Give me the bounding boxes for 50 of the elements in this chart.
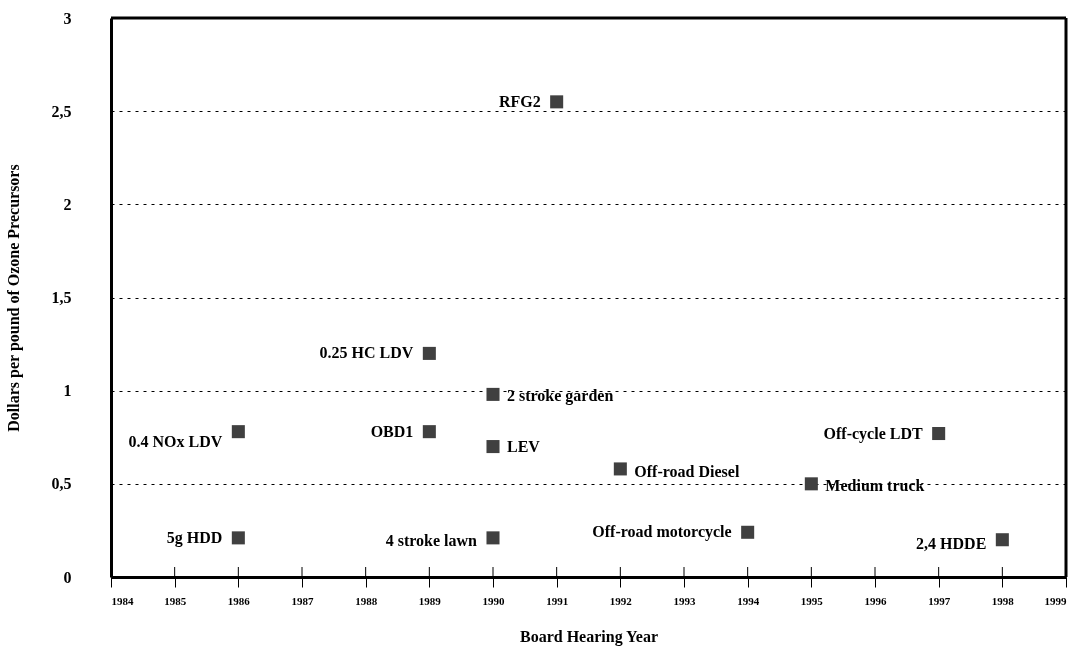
x-tick-label: 1997 [928, 594, 951, 607]
y-tick-label: 1,5 [51, 289, 72, 306]
x-tick-label: 1998 [991, 594, 1015, 607]
x-tick-label: 1996 [864, 594, 887, 607]
y-tick-label: 1 [63, 382, 72, 400]
y-axis-title: Dollars per pound of Ozone Precursors [4, 164, 23, 432]
x-tick-label: 1992 [609, 594, 633, 607]
y-tick-label: 3 [63, 9, 72, 27]
x-tick-label: 1990 [482, 594, 505, 607]
y-tick-label: 2 [63, 195, 72, 213]
annotation: Off-road Diesel [634, 462, 740, 480]
point [932, 427, 946, 441]
point [422, 346, 436, 360]
x-tick-label: 1987 [291, 594, 314, 607]
x-tick-label: 1993 [673, 594, 696, 607]
annotation: 0.25 HC LDV [319, 344, 414, 362]
y-tick-label: 2,5 [51, 102, 72, 120]
x-tick-label: 1985 [164, 594, 187, 607]
annotation: 4 stroke lawn [385, 531, 478, 549]
point [613, 462, 627, 476]
point [804, 477, 818, 491]
x-tick-label: 1988 [355, 594, 378, 607]
point [486, 531, 500, 545]
annotation: 5g HDD [166, 528, 223, 547]
point [486, 387, 500, 401]
annotation: 2,4 HDDE [916, 534, 987, 552]
point [995, 533, 1009, 547]
annotation: OBD1 [370, 422, 414, 440]
x-tick-label: 1999 [1044, 594, 1067, 607]
point [741, 525, 755, 539]
annotation: Medium truck [825, 476, 925, 494]
y-tick-label: 0,5 [51, 475, 72, 493]
annotation: LEV [507, 437, 541, 455]
annotation: RFG2 [498, 92, 541, 110]
y-tick-label: 0 [63, 568, 72, 586]
annotation: Off-cycle LDT [823, 424, 923, 443]
x-tick-label: 1984 [111, 594, 134, 607]
x-axis-title: Board Hearing Year [519, 627, 659, 646]
x-tick-label: 1991 [546, 594, 569, 607]
x-tick-label: 1994 [737, 594, 760, 607]
annotation: 0.4 NOx LDV [128, 432, 223, 450]
point [550, 95, 564, 109]
annotation: Off-road motorcycle [592, 523, 732, 542]
x-tick-label: 1986 [227, 594, 251, 607]
point [231, 425, 245, 439]
point [231, 531, 245, 545]
point [422, 425, 436, 439]
point [486, 440, 500, 454]
x-tick-label: 1989 [418, 594, 442, 607]
x-tick-label: 1995 [800, 594, 824, 607]
